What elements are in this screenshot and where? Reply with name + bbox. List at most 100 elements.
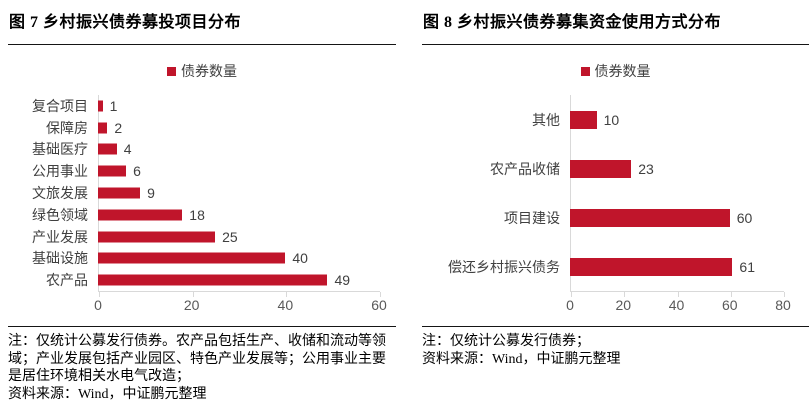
category-label: 保障房 — [46, 119, 88, 136]
bar — [570, 208, 730, 227]
value-label: 10 — [603, 111, 620, 128]
legend-label: 债券数量 — [594, 63, 651, 79]
bar-track: 9 — [98, 182, 379, 204]
source-text: 资料来源：Wind，中证鹏元整理 — [8, 386, 207, 402]
bar — [98, 100, 103, 112]
chart-row: 偿还乡村振兴债务 61 — [422, 242, 809, 291]
bar-track: 1 — [98, 95, 379, 117]
value-label: 60 — [736, 209, 753, 226]
category-label: 农产品 — [46, 272, 88, 289]
bar — [98, 143, 117, 155]
bar — [98, 122, 108, 134]
bar — [570, 159, 632, 178]
notes-divider — [8, 326, 396, 328]
value-label: 6 — [133, 163, 141, 180]
category-label: 复合项目 — [32, 97, 88, 114]
chart-row: 绿色领域 18 — [8, 204, 396, 226]
category-label: 基础医疗 — [32, 141, 88, 158]
bar-track: 60 — [570, 193, 783, 242]
source-text: 资料来源：Wind，中证鹏元整理 — [422, 351, 621, 367]
legend-marker-icon — [580, 66, 590, 76]
x-axis-ticks: 0 20 40 60 — [94, 296, 387, 314]
chart-row: 农产品 49 — [8, 269, 396, 291]
chart-row: 文旅发展 9 — [8, 182, 396, 204]
tick-label: 80 — [775, 297, 791, 313]
chart-row: 保障房 2 — [8, 117, 396, 139]
value-label: 25 — [222, 228, 238, 245]
category-label: 农产品收储 — [490, 160, 560, 177]
x-axis-ticks: 0 20 40 60 80 — [566, 296, 791, 314]
chart-row: 复合项目 1 — [8, 95, 396, 117]
title-divider — [8, 44, 396, 45]
category-label: 产业发展 — [32, 228, 88, 245]
note-text: 注：仅统计公募发行债券。农产品包括生产、收储和流动等领域；产业发展包括产业园区、… — [8, 334, 386, 385]
chart-row: 基础设施 40 — [8, 248, 396, 270]
tick-label: 40 — [277, 297, 294, 314]
value-label: 40 — [292, 250, 308, 267]
bar — [98, 165, 127, 177]
bar — [98, 187, 141, 199]
bar-track: 18 — [98, 204, 379, 226]
value-label: 2 — [114, 119, 123, 136]
plot-rows: 复合项目 1 保障房 2 基础医疗 4 公用事业 6 文旅发展 9 绿色领域 18 产业发展 25 基础设施… — [8, 95, 396, 298]
bar — [98, 209, 183, 221]
category-label: 文旅发展 — [32, 185, 88, 202]
category-label: 绿色领域 — [32, 206, 88, 223]
bar-track: 49 — [98, 269, 379, 291]
bar-track: 4 — [98, 139, 379, 161]
note-text: 注：仅统计公募发行债券； — [422, 334, 590, 349]
chart-legend: 债券数量 — [8, 63, 396, 79]
chart-legend: 债券数量 — [422, 63, 809, 79]
tick-label: 60 — [721, 297, 738, 313]
legend-label: 债券数量 — [181, 63, 237, 79]
plot-rows: 其他 10 农产品收储 23 项目建设 60 偿还乡村振兴债务 61 — [422, 95, 809, 297]
value-label: 4 — [123, 141, 132, 158]
category-label: 偿还乡村振兴债务 — [448, 258, 560, 275]
chart-row: 基础医疗 4 — [8, 139, 396, 161]
tick-label: 20 — [615, 297, 632, 313]
figure-8-title: 图 8 乡村振兴债券募集资金使用方式分布 — [423, 14, 722, 31]
figure-7-title: 图 7 乡村振兴债券募投项目分布 — [9, 14, 242, 31]
value-label: 61 — [739, 258, 755, 275]
bar — [570, 110, 597, 129]
chart-row: 其他 10 — [422, 95, 809, 144]
bar-track: 6 — [98, 160, 379, 182]
value-label: 1 — [109, 97, 118, 114]
chart-row: 农产品收储 23 — [422, 144, 809, 193]
bar-chart-projects: 复合项目 1 保障房 2 基础医疗 4 公用事业 6 文旅发展 9 绿色领域 18 产业发展 25 基础设施… — [8, 95, 396, 314]
bar-chart-fund-usage: 其他 10 农产品收储 23 项目建设 60 偿还乡村振兴债务 61 0 20 40 60 80 — [422, 95, 809, 314]
tick-label: 0 — [94, 297, 102, 314]
value-label: 9 — [147, 185, 155, 202]
category-label: 公用事业 — [32, 163, 88, 180]
legend-marker-icon — [167, 66, 176, 76]
title-divider — [422, 44, 809, 45]
tick-label: 20 — [183, 297, 200, 314]
notes-divider — [422, 326, 809, 327]
tick-label: 0 — [566, 297, 574, 313]
bar-track: 25 — [98, 226, 379, 248]
bar — [570, 257, 733, 276]
category-label: 其他 — [532, 111, 560, 128]
figure-7-notes: 注：仅统计公募发行债券。农产品包括生产、收储和流动等领域；产业发展包括产业园区、… — [8, 333, 396, 403]
value-label: 18 — [189, 206, 205, 223]
bar-track: 40 — [98, 248, 379, 270]
bar — [98, 231, 216, 243]
figure-8-panel: 图 8 乡村振兴债券募集资金使用方式分布 债券数量 其他 10 农产品收储 23 项目建… — [422, 6, 809, 403]
bar-track: 23 — [570, 144, 783, 193]
bar — [98, 252, 286, 264]
category-label: 项目建设 — [504, 209, 560, 226]
tick-label: 40 — [668, 297, 685, 313]
category-label: 基础设施 — [32, 250, 88, 267]
chart-row: 项目建设 60 — [422, 193, 809, 242]
value-label: 49 — [334, 272, 351, 289]
bar-track: 2 — [98, 117, 379, 139]
chart-row: 产业发展 25 — [8, 226, 396, 248]
figure-8-notes: 注：仅统计公募发行债券； 资料来源：Wind，中证鹏元整理 — [422, 333, 809, 368]
figure-7-panel: 图 7 乡村振兴债券募投项目分布 债券数量 复合项目 1 保障房 2 基础医疗 4 公用事业… — [8, 6, 396, 403]
bar-track: 10 — [570, 95, 783, 144]
bar-track: 61 — [570, 242, 783, 291]
tick-label: 60 — [371, 297, 387, 314]
chart-row: 公用事业 6 — [8, 160, 396, 182]
bar — [98, 274, 328, 286]
